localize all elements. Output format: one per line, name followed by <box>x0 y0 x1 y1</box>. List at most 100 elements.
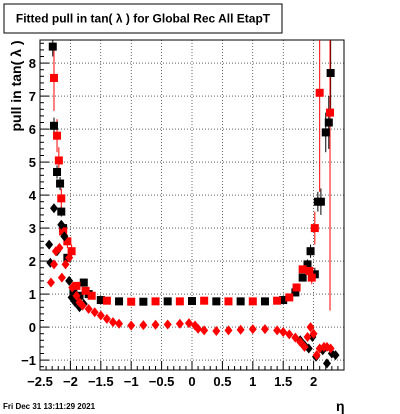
square-marker <box>200 296 209 305</box>
x-tick-label: −0.5 <box>149 374 175 389</box>
diamond-marker <box>65 275 74 286</box>
diamond-marker <box>65 252 74 263</box>
diamond-marker <box>163 319 172 330</box>
diamond-marker <box>303 332 312 342</box>
diamond-marker <box>102 313 111 324</box>
square-marker <box>326 69 335 77</box>
square-marker <box>285 293 294 302</box>
y-tick-label: 3 <box>29 221 36 236</box>
square-marker <box>102 296 111 305</box>
square-marker <box>291 288 300 297</box>
square-marker <box>175 297 184 306</box>
diamond-marker <box>57 272 66 283</box>
square-marker <box>224 297 233 306</box>
diamond-marker <box>291 332 300 343</box>
diamond-marker <box>236 324 245 335</box>
square-marker <box>81 286 90 295</box>
diamond-marker <box>61 259 70 270</box>
square-marker <box>303 260 312 269</box>
square-marker <box>321 128 330 137</box>
square-marker <box>236 297 245 306</box>
diamond-marker <box>115 318 124 329</box>
x-tick-label: −1 <box>124 374 139 389</box>
diamond-marker <box>68 282 77 293</box>
square-marker <box>306 247 315 256</box>
square-marker <box>260 297 269 306</box>
diamond-marker <box>151 319 160 330</box>
y-tick-label: 6 <box>29 122 36 137</box>
diamond-marker <box>108 317 117 328</box>
diamond-marker <box>200 325 209 336</box>
diamond-marker <box>49 203 58 214</box>
diamond-marker <box>90 307 99 318</box>
square-marker <box>212 297 221 306</box>
diamond-marker <box>49 259 58 270</box>
square-marker <box>48 42 57 51</box>
diamond-marker <box>175 318 184 329</box>
x-tick-label: −2 <box>63 374 78 389</box>
diamond-marker <box>72 290 81 301</box>
y-tick-label: 0 <box>29 320 36 335</box>
diamond-marker <box>322 358 331 369</box>
square-marker <box>53 131 62 140</box>
x-axis-label: η <box>336 398 345 414</box>
square-marker <box>57 194 66 203</box>
diamond-marker <box>306 322 315 333</box>
diamond-marker <box>331 350 340 361</box>
x-tick-label: 2 <box>310 374 317 389</box>
x-tick-label: 0 <box>188 374 195 389</box>
title-box <box>3 3 283 34</box>
x-tick-label: 1 <box>249 374 256 389</box>
diamond-marker <box>45 239 54 250</box>
square-marker <box>316 197 325 206</box>
diamond-marker <box>296 336 305 347</box>
square-marker <box>279 296 288 305</box>
square-marker <box>163 297 172 306</box>
diamond-marker <box>96 310 105 321</box>
y-tick-label: 4 <box>29 188 37 203</box>
diamond-marker <box>212 326 221 337</box>
grid-lines <box>39 40 344 370</box>
diamond-marker <box>84 303 93 314</box>
diamond-marker <box>312 350 321 361</box>
square-marker <box>67 247 76 256</box>
diamond-marker <box>194 323 203 334</box>
square-marker <box>49 121 58 130</box>
data-points <box>45 42 340 369</box>
square-marker <box>248 297 257 306</box>
square-marker <box>49 73 58 82</box>
diamond-marker <box>127 320 136 331</box>
square-marker <box>139 297 148 306</box>
y-tick-label: 7 <box>29 89 36 104</box>
diamond-marker <box>184 318 193 329</box>
square-marker <box>56 179 65 188</box>
square-marker <box>315 88 324 97</box>
square-marker <box>127 297 136 306</box>
square-marker <box>305 267 314 275</box>
square-marker <box>96 296 105 305</box>
square-marker <box>151 297 160 306</box>
square-marker <box>326 108 335 117</box>
axis-ticks <box>39 42 345 370</box>
diamond-marker <box>300 341 309 352</box>
square-marker <box>53 168 62 176</box>
diamond-marker <box>57 219 66 230</box>
square-marker <box>54 156 63 165</box>
diamond-marker <box>260 324 269 335</box>
square-marker <box>307 273 316 282</box>
diamond-marker <box>71 297 80 308</box>
diamond-marker <box>248 324 257 335</box>
x-tick-label: 1.5 <box>274 374 292 389</box>
y-tick-label: 5 <box>29 155 36 170</box>
diamond-marker <box>326 343 335 354</box>
square-marker <box>273 296 282 305</box>
x-tick-labels: −2.5 −2 −1.5 −1 −0.5 0 0.5 1 1.5 2 <box>27 374 317 389</box>
square-marker <box>298 273 307 282</box>
y-tick-labels: −1 0 1 2 3 4 5 6 7 8 <box>21 56 37 368</box>
diamond-marker <box>224 325 233 336</box>
diamond-marker <box>273 325 282 336</box>
diamond-marker <box>139 320 148 331</box>
error-bars <box>52 40 332 311</box>
square-marker <box>57 207 66 216</box>
